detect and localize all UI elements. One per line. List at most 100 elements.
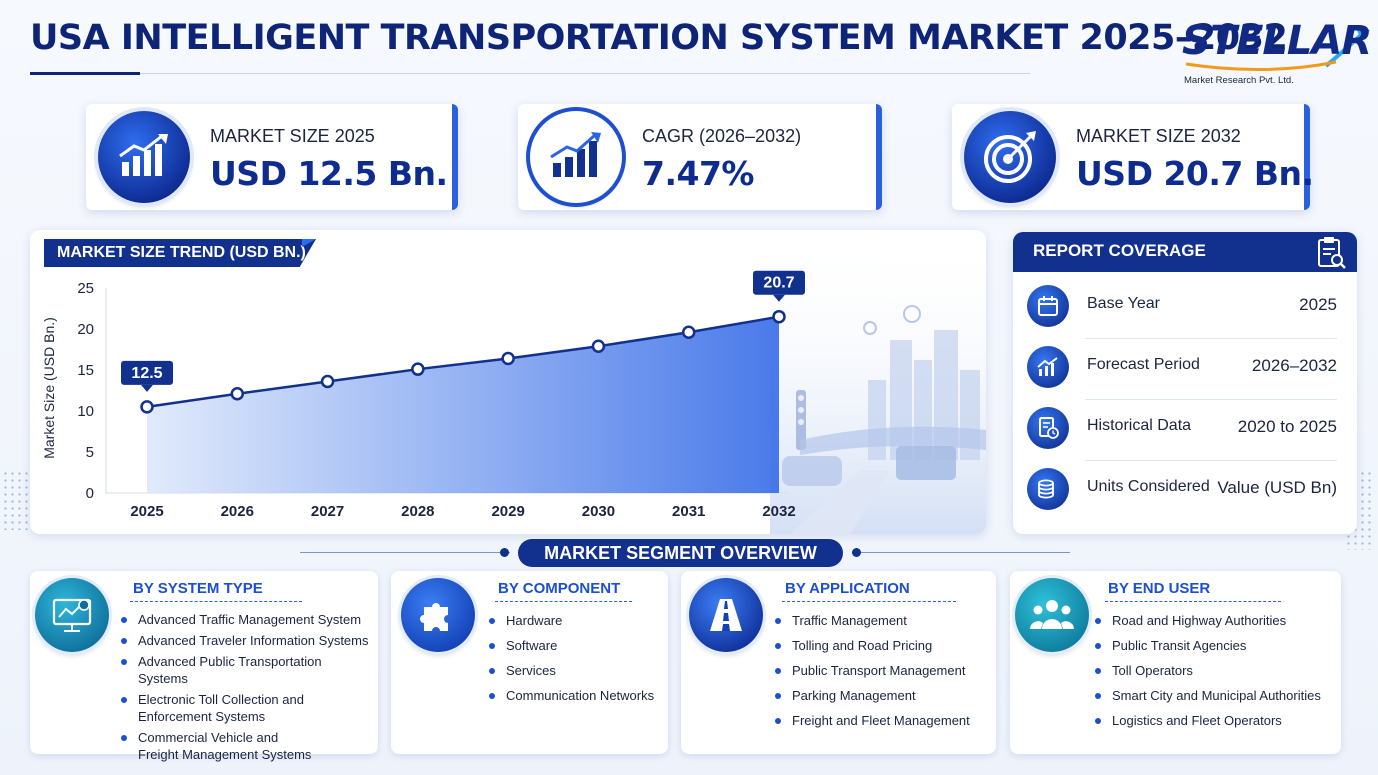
x-tick-label: 2030 [582,503,615,520]
target-icon [964,111,1056,203]
list-item: Advanced Public Transportation Systems [120,653,370,687]
segment-title: BY SYSTEM TYPE [133,580,263,597]
bar-chart-arrow-icon [530,111,622,203]
report-coverage-title: REPORT COVERAGE [1033,241,1206,260]
chart-heading: MARKET SIZE TREND (USD BN.) [44,239,316,267]
x-tick-label: 2028 [401,503,434,520]
x-tick-label: 2025 [130,503,163,520]
kpi-label: CAGR (2026–2032) [642,126,802,146]
traffic-monitor-icon [35,578,109,652]
value-callout [753,270,805,295]
data-point [772,309,786,324]
list-item: Software [488,637,663,654]
stellar-logo: STELLAR Market Research Pvt. Ltd. [1176,4,1372,94]
segment-overview-heading: MARKET SEGMENT OVERVIEW [518,539,843,567]
segment-card-component: BY COMPONENT Hardware Software Services … [391,571,668,754]
y-tick-label: 0 [86,485,94,502]
value-callout-pointer [141,384,153,392]
list-item: Public Transport Management [774,662,989,679]
kpi-card-cagr: CAGR (2026–2032) 7.47% [518,104,882,210]
x-tick-label: 2027 [311,503,344,520]
segment-card-application: BY APPLICATION Traffic Management Tollin… [681,571,996,754]
x-tick-label: 2032 [762,503,795,520]
list-item: Public Transit Agencies [1094,637,1339,654]
x-tick-label: 2031 [672,503,705,520]
list-item: Commercial Vehicle and Freight Managemen… [120,729,320,763]
report-coverage-panel: REPORT COVERAGE Base Year 2025 Forecast … [1013,232,1357,534]
list-item: Logistics and Fleet Operators [1094,712,1339,729]
y-tick-label: 15 [77,362,94,379]
data-point [411,362,425,376]
data-point [230,387,245,401]
y-tick-label: 10 [77,403,94,420]
coverage-row-units: Units Considered Value (USD Bn) [1025,461,1345,521]
list-item: Communication Networks [488,687,663,704]
coverage-label: Base Year [1087,295,1160,312]
coverage-label: Historical Data [1087,417,1192,434]
kpi-value: USD 20.7 Bn. [1076,154,1314,193]
list-item: Freight and Fleet Management [774,712,989,729]
x-tick-label: 2026 [221,503,254,520]
list-item: Hardware [488,612,663,629]
coverage-row-historical-data: Historical Data 2020 to 2025 [1025,400,1345,461]
data-label: 12.5 [131,365,162,382]
coverage-value: 2020 to 2025 [1237,417,1337,436]
value-callout-pointer [773,294,785,302]
trend-up-icon [1027,346,1069,388]
x-tick-label: 2029 [491,503,524,520]
puzzle-icon [401,578,475,652]
area-fill [147,316,779,493]
data-point [320,374,335,389]
kpi-value: 7.47% [642,154,755,193]
value-callout [121,360,173,385]
road-icon [689,578,763,652]
growth-chart-icon [98,111,190,203]
data-point [591,339,606,353]
city-skyline-illustration [770,230,986,534]
list-item: Advanced Traveler Information Systems [120,632,370,649]
market-trend-panel: Market Size (USD Bn.) 0 5 10 15 20 25 2025 2026… [30,230,986,534]
people-group-icon [1015,578,1089,652]
segment-list: Traffic Management Tolling and Road Pric… [774,612,989,737]
data-label: 20.7 [763,275,794,292]
list-item: Services [488,662,663,679]
kpi-value: USD 12.5 Bn. [210,154,448,193]
list-item: Traffic Management [774,612,989,629]
segment-title: BY COMPONENT [498,580,621,597]
coverage-label: Forecast Period [1087,356,1200,373]
coverage-row-forecast-period: Forecast Period 2026–2032 [1025,339,1345,400]
kpi-card-market-size-2032: MARKET SIZE 2032 USD 20.7 Bn. [952,104,1314,210]
page-title: USA INTELLIGENT TRANSPORTATION SYSTEM MA… [30,18,1288,58]
segment-list: Hardware Software Services Communication… [488,612,663,712]
coverage-label: Units Considered [1087,478,1210,495]
kpi-label: MARKET SIZE 2025 [210,126,375,146]
segment-card-system-type: BY SYSTEM TYPE Advanced Traffic Manageme… [30,571,378,762]
list-item: Advanced Traffic Management System [120,611,370,628]
coverage-value: 2026–2032 [1251,356,1337,375]
document-clock-icon [1027,407,1069,449]
title-underline [30,72,1030,75]
dot-grid-decoration [2,470,32,530]
kpi-card-market-size-2025: MARKET SIZE 2025 USD 12.5 Bn. [86,104,458,210]
segment-divider-dot [500,548,509,557]
segment-divider-left [300,552,510,553]
list-item: Road and Highway Authorities [1094,612,1339,629]
y-tick-label: 25 [77,280,94,297]
coverage-row-base-year: Base Year 2025 [1025,278,1345,339]
list-item: Electronic Toll Collection and Enforceme… [120,691,310,725]
segment-list: Road and Highway Authorities Public Tran… [1094,612,1339,737]
data-point [681,325,696,340]
segment-title: BY APPLICATION [785,580,910,597]
list-item: Smart City and Municipal Authorities [1094,687,1339,704]
data-point [140,400,154,414]
report-coverage-heading: REPORT COVERAGE [1013,232,1357,272]
list-item: Toll Operators [1094,662,1339,679]
segment-divider-right [860,552,1070,553]
chart-heading-accent [302,239,316,247]
kpi-label: MARKET SIZE 2032 [1076,126,1241,146]
y-tick-label: 5 [86,444,94,461]
logo-subtitle: Market Research Pvt. Ltd. [1184,75,1294,86]
series-line [146,315,780,409]
coverage-value: 2025 [1299,295,1337,314]
